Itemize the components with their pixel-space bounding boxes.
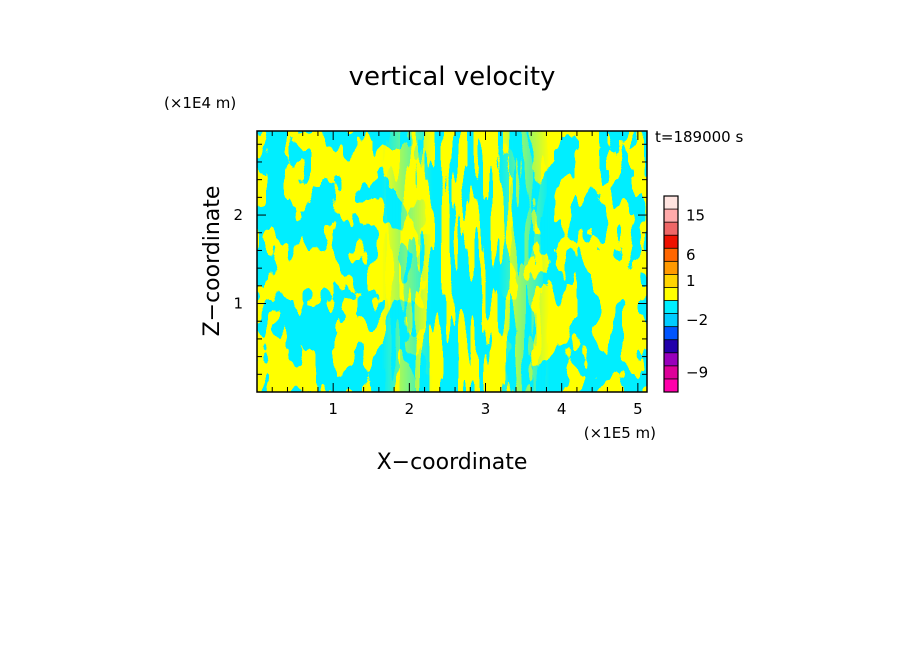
x-tick-label: 2 <box>405 400 415 418</box>
colorbar-swatch <box>664 378 678 392</box>
y-tick-label: 1 <box>233 295 243 313</box>
x-tick-label: 1 <box>328 400 338 418</box>
colorbar-swatch <box>664 365 678 379</box>
x-tick-label: 4 <box>557 400 567 418</box>
chart-title: vertical velocity <box>349 62 556 92</box>
colorbar-label: 15 <box>686 207 705 225</box>
colorbar-frame <box>663 195 679 393</box>
colorbar-swatch <box>664 196 678 210</box>
x-tick-label: 5 <box>633 400 643 418</box>
x-tick-label: 3 <box>481 400 491 418</box>
colorbar-swatch <box>664 261 678 275</box>
plot-frame <box>256 130 648 393</box>
x-axis-title: X−coordinate <box>377 450 528 475</box>
y-axis-ticks: 12 <box>233 143 647 393</box>
x-axis-ticks: 1 2 3 4 5 <box>256 131 643 418</box>
colorbar-swatch <box>664 300 678 314</box>
colorbar-label: 6 <box>686 246 696 264</box>
y-tick-label: 2 <box>233 206 243 224</box>
colorbar-swatch <box>664 222 678 236</box>
colorbar: −9 −2 1 6 15 <box>663 195 708 393</box>
central-stripes <box>257 131 647 392</box>
colorbar-swatch <box>664 274 678 288</box>
colorbar-swatch <box>664 326 678 340</box>
velocity-field <box>257 131 647 392</box>
colorbar-swatch <box>664 339 678 353</box>
colorbar-swatch <box>664 248 678 262</box>
colorbar-swatch <box>664 235 678 249</box>
time-label: t=189000 s <box>655 128 743 146</box>
colorbar-label: −9 <box>686 363 708 381</box>
y-axis-title: Z−coordinate <box>200 186 225 337</box>
colorbar-label: 1 <box>686 272 696 290</box>
x-axis-unit: (×1E5 m) <box>584 424 656 442</box>
colorbar-label: −2 <box>686 311 708 329</box>
colorbar-swatch <box>664 313 678 327</box>
colorbar-swatch <box>664 287 678 301</box>
colorbar-swatch <box>664 209 678 223</box>
colorbar-swatch <box>664 352 678 366</box>
y-axis-unit: (×1E4 m) <box>164 94 236 112</box>
